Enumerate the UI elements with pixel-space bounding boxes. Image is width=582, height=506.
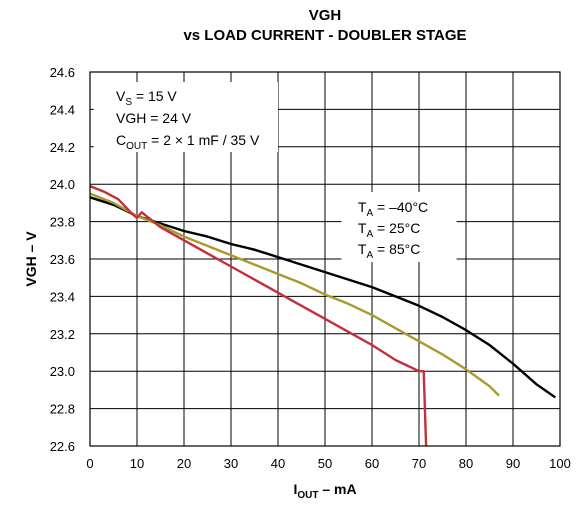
y-tick-label: 24.4 xyxy=(50,102,75,117)
y-tick-label: 22.8 xyxy=(50,402,75,417)
conditions-annotation: VS = 15 V VGH = 24 V COUT = 2 × 1 mF / 35 … xyxy=(93,82,278,152)
x-tick-label: 90 xyxy=(506,456,520,471)
legend-entry: TA = –40°C xyxy=(358,199,428,219)
y-tick-label: 23.4 xyxy=(50,289,75,304)
y-tick-label: 23.8 xyxy=(50,215,75,230)
x-tick-label: 20 xyxy=(177,456,191,471)
y-tick-label: 24.6 xyxy=(50,65,75,80)
y-tick-label: 23.0 xyxy=(50,364,75,379)
x-tick-label: 60 xyxy=(365,456,379,471)
x-tick-label: 0 xyxy=(86,456,93,471)
series-line-2 xyxy=(89,192,500,397)
x-axis-label: IOUT – mA xyxy=(293,481,356,501)
tick-labels: 0 10 20 30 40 50 60 70 80 90 100 22.6 22.8 23.0 23.2 23… xyxy=(50,65,571,471)
series-line-1 xyxy=(89,196,556,399)
series-line-3 xyxy=(89,184,428,447)
series-lines xyxy=(89,184,556,447)
x-tick-label: 30 xyxy=(224,456,238,471)
x-tick-label: 80 xyxy=(459,456,473,471)
x-tick-label: 50 xyxy=(318,456,332,471)
x-tick-label: 10 xyxy=(130,456,144,471)
conditions-background xyxy=(93,82,278,152)
condition-text: VS = 15 V xyxy=(116,88,177,108)
condition-text: COUT = 2 × 1 mF / 35 V xyxy=(116,132,260,152)
y-axis-label: VGH – V xyxy=(23,231,39,287)
legend-entry: TA = 85°C xyxy=(358,241,420,261)
chart-subtitle: vs LOAD CURRENT - DOUBLER STAGE xyxy=(183,27,466,44)
legend-background xyxy=(341,192,457,262)
x-tick-label: 40 xyxy=(271,456,285,471)
y-tick-label: 23.6 xyxy=(50,252,75,267)
x-tick-label: 70 xyxy=(412,456,426,471)
grid xyxy=(90,72,560,446)
y-tick-label: 22.6 xyxy=(50,439,75,454)
y-tick-label: 24.0 xyxy=(50,177,75,192)
x-tick-label: 100 xyxy=(549,456,571,471)
y-tick-label: 24.2 xyxy=(50,140,75,155)
y-tick-label: 23.2 xyxy=(50,327,75,342)
chart-title: VGH xyxy=(309,7,342,24)
legend-entry: TA = 25°C xyxy=(358,220,420,240)
legend: TA = –40°CTA = 25°CTA = 85°C xyxy=(341,192,457,262)
condition-text: VGH = 24 V xyxy=(116,110,192,126)
plot-frame xyxy=(89,71,561,447)
